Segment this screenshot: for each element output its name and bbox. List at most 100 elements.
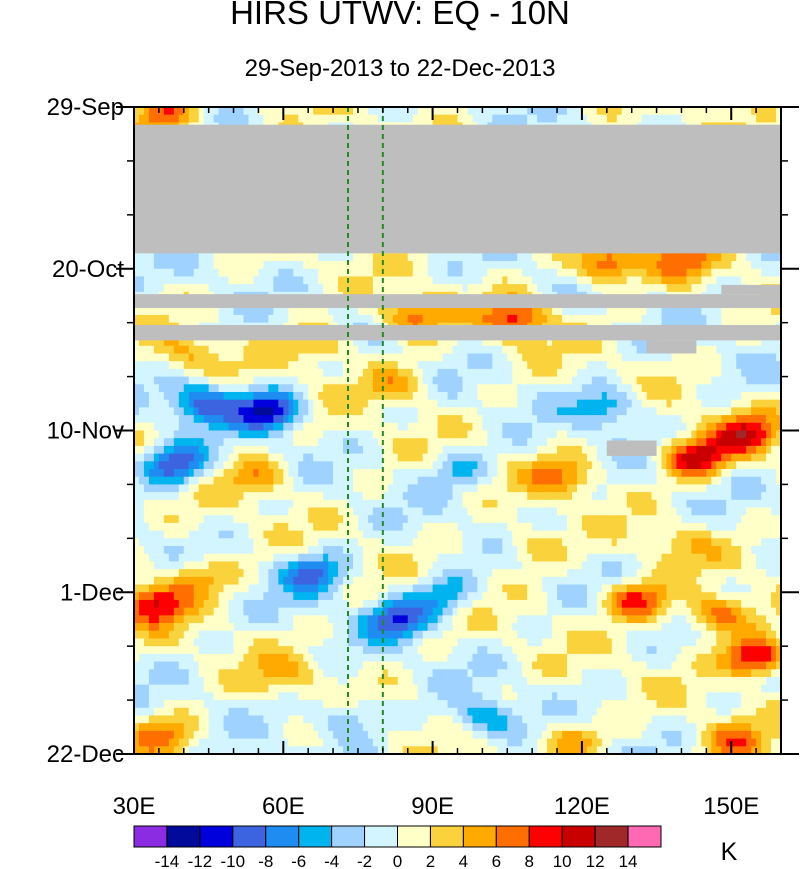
field-cell: [656, 284, 663, 293]
field-cell: [502, 268, 508, 278]
field-cell: [626, 307, 633, 316]
field-cell: [502, 353, 508, 362]
field-cell: [711, 368, 717, 378]
field-cell: [134, 314, 140, 324]
field-cell: [547, 345, 553, 355]
field-cell: [746, 345, 752, 355]
field-cell: [502, 107, 508, 116]
field-cell: [512, 307, 518, 316]
field-cell: [238, 376, 245, 385]
field-cell: [213, 391, 220, 401]
field-cell: [193, 399, 200, 408]
field-cell: [741, 276, 747, 285]
field-cell: [442, 276, 449, 285]
field-cell: [512, 345, 518, 355]
field-cell: [417, 314, 424, 324]
field-cell: [338, 384, 344, 393]
field-cell: [542, 253, 548, 262]
field-cell: [676, 376, 683, 385]
field-cell: [761, 345, 767, 355]
field-cell: [343, 353, 349, 362]
field-cell: [278, 345, 284, 355]
field-cell: [377, 284, 384, 293]
field-cell: [631, 253, 638, 262]
field-cell: [253, 345, 260, 355]
field-cell: [726, 268, 732, 278]
field-cell: [213, 261, 220, 270]
field-cell: [626, 314, 633, 324]
field-cell: [776, 368, 781, 378]
field-cell: [512, 114, 518, 123]
field-cell: [203, 253, 210, 262]
field-cell: [253, 376, 260, 385]
field-cell: [606, 361, 613, 370]
field-cell: [741, 384, 747, 393]
field-cell: [268, 114, 274, 123]
field-cell: [323, 268, 329, 278]
field-cell: [596, 368, 603, 378]
field-cell: [293, 353, 299, 362]
field-cell: [392, 361, 399, 370]
field-cell: [402, 338, 409, 347]
field-cell: [477, 114, 483, 123]
field-cell: [288, 384, 294, 393]
field-cell: [746, 268, 752, 278]
field-cell: [143, 107, 150, 116]
field-cell: [746, 384, 752, 393]
field-cell: [298, 261, 304, 270]
field-cell: [173, 353, 180, 362]
field-cell: [188, 368, 195, 378]
field-cell: [158, 399, 165, 408]
field-cell: [377, 399, 384, 408]
field-cell: [158, 114, 165, 123]
field-cell: [721, 261, 727, 270]
field-cell: [193, 314, 200, 324]
field-cell: [671, 114, 678, 123]
field-cell: [711, 384, 717, 393]
field-cell: [203, 376, 210, 385]
field-cell: [387, 368, 394, 378]
field-cell: [566, 361, 573, 370]
field-cell: [711, 114, 717, 123]
field-cell: [766, 276, 772, 285]
field-cell: [611, 307, 618, 316]
field-cell: [407, 261, 414, 270]
field-cell: [298, 368, 304, 378]
field-cell: [352, 384, 359, 393]
field-cell: [268, 353, 274, 362]
field-cell: [198, 353, 205, 362]
field-cell: [761, 361, 767, 370]
field-cell: [188, 384, 195, 393]
field-cell: [402, 114, 409, 123]
field-cell: [243, 376, 250, 385]
field-cell: [412, 391, 419, 401]
field-cell: [387, 284, 394, 293]
field-cell: [323, 399, 329, 408]
field-cell: [626, 338, 633, 347]
field-cell: [646, 276, 653, 285]
field-cell: [437, 276, 444, 285]
field-cell: [557, 276, 563, 285]
field-cell: [333, 107, 339, 116]
field-cell: [198, 314, 205, 324]
field-cell: [333, 361, 339, 370]
field-cell: [333, 384, 339, 393]
field-cell: [746, 276, 752, 285]
field-cell: [726, 361, 732, 370]
field-cell: [228, 399, 235, 408]
field-cell: [746, 361, 752, 370]
field-cell: [651, 268, 658, 278]
field-cell: [273, 276, 279, 285]
field-cell: [392, 307, 399, 316]
field-cell: [621, 368, 628, 378]
field-cell: [343, 314, 349, 324]
field-cell: [502, 345, 508, 355]
field-cell: [736, 307, 742, 316]
field-cell: [631, 276, 638, 285]
field-cell: [477, 261, 483, 270]
field-cell: [308, 107, 314, 116]
field-cell: [751, 345, 757, 355]
field-cell: [527, 353, 533, 362]
field-cell: [158, 345, 165, 355]
field-cell: [552, 307, 558, 316]
